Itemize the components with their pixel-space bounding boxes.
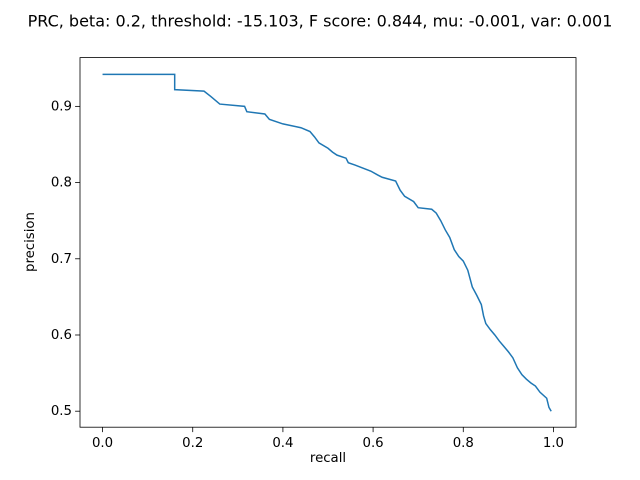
x-tick-label: 0.0 [92,436,113,451]
x-tick-label: 0.4 [272,436,293,451]
x-tick-label: 0.2 [182,436,203,451]
y-axis-label: precision [23,212,38,272]
y-tick-label: 0.8 [51,176,72,191]
axes-frame [79,57,577,428]
x-axis-label: recall [310,451,346,466]
y-tick-label: 0.7 [51,252,72,267]
y-tick-label: 0.5 [51,404,72,419]
y-tick-label: 0.9 [51,99,72,114]
prc-line [102,73,552,412]
x-tick-label: 1.0 [543,436,564,451]
chart-title: PRC, beta: 0.2, threshold: -15.103, F sc… [28,12,613,31]
x-tick-label: 0.6 [363,436,384,451]
y-tick-label: 0.6 [51,328,72,343]
x-tick-label: 0.8 [453,436,474,451]
